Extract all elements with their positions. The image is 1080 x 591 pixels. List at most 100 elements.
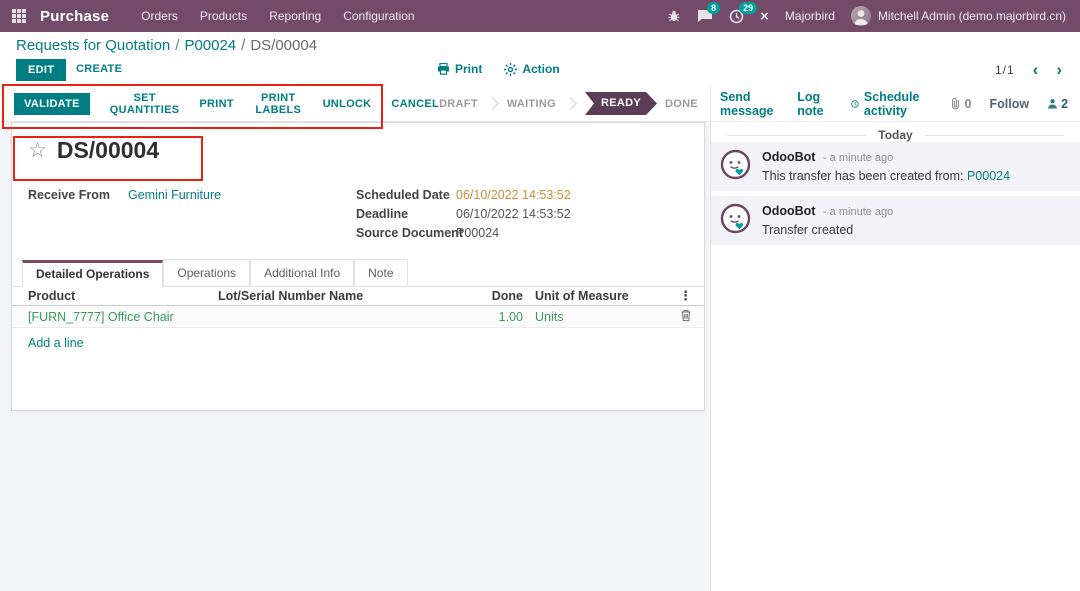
x-icon[interactable]: × bbox=[760, 7, 769, 25]
row-product[interactable]: [FURN_7777] Office Chair bbox=[28, 309, 174, 324]
table-header: Product Lot/Serial Number Name Done Unit… bbox=[12, 286, 704, 306]
follow-button[interactable]: Follow bbox=[989, 96, 1030, 111]
edit-button[interactable]: EDIT bbox=[16, 59, 67, 81]
gear-icon bbox=[504, 62, 518, 76]
user-name: Mitchell Admin (demo.majorbird.cn) bbox=[877, 9, 1066, 23]
breadcrumb-parent[interactable]: P00024 bbox=[184, 37, 237, 54]
message-body: Transfer created bbox=[762, 223, 854, 237]
chevron-right-icon bbox=[564, 97, 577, 110]
schedule-activity-label: Schedule activity bbox=[863, 89, 920, 118]
breadcrumb-root[interactable]: Requests for Quotation bbox=[16, 37, 171, 54]
attachments-button[interactable]: 0 bbox=[950, 96, 972, 111]
receive-from-label: Receive From bbox=[28, 188, 110, 202]
col-uom[interactable]: Unit of Measure bbox=[535, 288, 629, 303]
col-lot-serial[interactable]: Lot/Serial Number Name bbox=[218, 288, 364, 303]
follower-person-icon bbox=[1048, 99, 1058, 109]
set-quantities-button[interactable]: SET QUANTITIES bbox=[109, 91, 180, 116]
state-done[interactable]: DONE bbox=[665, 97, 698, 110]
source-document-value[interactable]: P00024 bbox=[456, 226, 500, 240]
receive-from-value[interactable]: Gemini Furniture bbox=[128, 188, 222, 202]
unlock-button[interactable]: UNLOCK bbox=[322, 97, 372, 110]
print-labels-button[interactable]: PRINT LABELS bbox=[255, 91, 302, 116]
record-title: DS/00004 bbox=[56, 137, 160, 163]
app-name[interactable]: Purchase bbox=[40, 7, 110, 25]
breadcrumb: Requests for Quotation / P00024 / DS/000… bbox=[0, 32, 1080, 59]
form-sheet: ☆ DS/00004 Receive From Gemini Furniture… bbox=[11, 122, 705, 411]
messages-badge: 8 bbox=[707, 2, 721, 14]
col-product[interactable]: Product bbox=[28, 288, 76, 303]
statusbar: VALIDATE SET QUANTITIES PRINT PRINT LABE… bbox=[0, 86, 710, 122]
control-panel: EDIT CREATE Print Action 1/1 ‹ › bbox=[0, 59, 1080, 86]
message[interactable]: OdooBot - a minute ago This transfer has… bbox=[711, 142, 1080, 191]
menu-reporting[interactable]: Reporting bbox=[269, 9, 322, 23]
message-author[interactable]: OdooBot bbox=[762, 150, 816, 164]
user-avatar bbox=[850, 6, 871, 26]
scheduled-date-label: Scheduled Date bbox=[356, 188, 450, 202]
state-widget: DRAFT WAITING READY DONE bbox=[439, 92, 702, 115]
validate-button[interactable]: VALIDATE bbox=[14, 92, 90, 115]
print-button[interactable]: PRINT bbox=[199, 97, 234, 110]
table-row[interactable]: [FURN_7777] Office Chair 1.00 Units bbox=[12, 306, 704, 328]
row-uom[interactable]: Units bbox=[535, 309, 564, 324]
company-switcher[interactable]: Majorbird bbox=[784, 9, 835, 23]
state-waiting[interactable]: WAITING bbox=[506, 97, 556, 110]
deadline-value[interactable]: 06/10/2022 14:53:52 bbox=[456, 207, 571, 221]
print-menu[interactable]: Print bbox=[437, 62, 482, 76]
attachment-count: 0 bbox=[964, 96, 972, 111]
table-options-icon[interactable]: ⋮ bbox=[679, 287, 692, 303]
state-ready-active[interactable]: READY bbox=[585, 92, 657, 115]
activities-clock-icon[interactable]: 29 bbox=[729, 1, 758, 24]
tab-additional-info[interactable]: Additional Info bbox=[250, 259, 355, 286]
create-button[interactable]: CREATE bbox=[66, 59, 132, 79]
apps-grid-icon[interactable] bbox=[12, 9, 26, 23]
favorite-star-icon[interactable]: ☆ bbox=[28, 139, 47, 162]
clock-icon bbox=[851, 99, 859, 108]
printer-icon bbox=[438, 63, 449, 75]
menu-orders[interactable]: Orders bbox=[141, 9, 178, 23]
row-done[interactable]: 1.00 bbox=[498, 309, 523, 324]
delete-row-trash-icon[interactable] bbox=[680, 309, 692, 322]
source-document-label: Source Document bbox=[356, 226, 463, 240]
scheduled-date-value[interactable]: 06/10/2022 14:53:52 bbox=[456, 188, 571, 202]
message-list: OdooBot - a minute ago This transfer has… bbox=[711, 142, 1080, 245]
breadcrumb-current: DS/00004 bbox=[250, 37, 318, 54]
breadcrumb-separator: / bbox=[175, 37, 180, 54]
paperclip-icon bbox=[951, 97, 959, 110]
col-done[interactable]: Done bbox=[491, 288, 523, 303]
message-body: This transfer has been created from: bbox=[762, 169, 967, 183]
operations-table: Product Lot/Serial Number Name Done Unit… bbox=[12, 286, 704, 350]
message-time: - a minute ago bbox=[822, 206, 894, 218]
odoobot-avatar bbox=[719, 148, 752, 181]
messages-icon[interactable]: 8 bbox=[697, 2, 721, 23]
tab-detailed-operations[interactable]: Detailed Operations bbox=[22, 260, 164, 287]
day-divider-label: Today bbox=[878, 128, 913, 142]
menu-configuration[interactable]: Configuration bbox=[343, 9, 415, 23]
pager-count: 1/1 bbox=[994, 62, 1015, 77]
activities-badge: 29 bbox=[739, 1, 758, 14]
log-note-button[interactable]: Log note bbox=[797, 89, 824, 118]
chatter-actions: Send message Log note Schedule activity … bbox=[711, 86, 1080, 122]
print-label: Print bbox=[455, 62, 483, 76]
followers-button[interactable]: 2 bbox=[1047, 97, 1068, 111]
bug-icon[interactable] bbox=[667, 9, 681, 23]
tab-operations[interactable]: Operations bbox=[163, 259, 251, 286]
message[interactable]: OdooBot - a minute ago Transfer created bbox=[711, 196, 1080, 245]
send-message-button[interactable]: Send message bbox=[720, 89, 774, 118]
menu-products[interactable]: Products bbox=[199, 9, 248, 23]
message-link[interactable]: P00024 bbox=[966, 169, 1011, 183]
breadcrumb-separator: / bbox=[241, 37, 246, 54]
schedule-activity-button[interactable]: Schedule activity bbox=[851, 90, 932, 118]
pager-next-icon[interactable]: › bbox=[1056, 60, 1062, 79]
state-draft[interactable]: DRAFT bbox=[439, 97, 478, 110]
add-line-link[interactable]: Add a line bbox=[28, 336, 84, 350]
user-menu[interactable]: Mitchell Admin (demo.majorbird.cn) bbox=[850, 6, 1066, 26]
chatter-panel: Send message Log note Schedule activity … bbox=[710, 86, 1080, 591]
odoobot-avatar bbox=[719, 202, 752, 235]
tab-note[interactable]: Note bbox=[354, 259, 408, 286]
deadline-label: Deadline bbox=[356, 207, 409, 221]
pager-previous-icon[interactable]: ‹ bbox=[1032, 60, 1039, 79]
message-author[interactable]: OdooBot bbox=[762, 204, 816, 218]
action-menu[interactable]: Action bbox=[504, 62, 560, 76]
cancel-button[interactable]: CANCEL bbox=[391, 97, 440, 110]
